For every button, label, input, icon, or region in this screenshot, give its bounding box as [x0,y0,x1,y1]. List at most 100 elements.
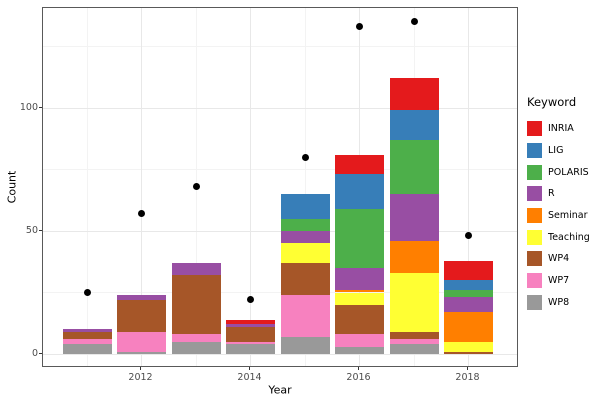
legend-key-swatch [527,273,542,289]
bar-segment-seminar [389,240,439,273]
data-point [410,18,418,26]
y-tick-label: 100 [19,101,38,113]
bar-segment-wp4 [117,299,166,332]
data-point [465,232,472,240]
legend-item-lig: LIG [527,140,590,162]
legend-item-label: LIG [548,145,564,157]
data-point [192,183,200,191]
bar-segment-r [62,329,112,332]
plot-panel [42,7,518,367]
bar-segment-wp7 [226,341,275,345]
bar-segment-wp7 [280,294,330,337]
bar-segment-polaris [389,139,439,195]
bar-segment-wp8 [335,346,384,354]
bar-segment-lig [280,194,330,219]
gridline-minor-horizontal [43,292,517,293]
x-axis-title: Year [268,383,292,397]
data-point [83,289,91,296]
y-tick-label: 50 [25,224,38,236]
legend-item-r: R [527,183,590,205]
data-point [301,153,309,161]
gridline-major-vertical [141,8,142,366]
x-tick-mark [358,367,359,370]
gridline-major-horizontal [43,353,517,355]
legend-key-swatch [527,294,542,310]
bar-segment-r [444,297,493,313]
gridline-major-vertical [468,8,469,366]
legend-item-label: WP7 [548,275,570,287]
bar-segment-teaching [335,292,384,305]
bar-segment-wp8 [226,344,275,354]
bar-segment-r [171,262,221,276]
gridline-minor-horizontal [43,169,517,170]
bar-segment-wp7 [171,334,221,342]
bar-segment-wp8 [171,341,221,354]
gridline-minor-vertical [304,8,306,366]
x-tick-label: 2014 [237,372,262,383]
x-tick-label: 2018 [455,372,480,383]
bar-segment-wp4 [335,304,384,335]
bar-segment-wp7 [117,331,166,352]
legend-item-label: Teaching [548,231,590,243]
y-tick-mark [39,229,42,231]
legend-item-label: WP8 [548,296,570,308]
bar-segment-lig [444,280,493,291]
bar-segment-wp4 [226,326,275,342]
bar-segment-inria [389,78,439,111]
legend-key-swatch [527,143,542,159]
legend-item-inria: INRIA [527,118,590,140]
x-tick-mark [467,367,468,370]
bar-segment-r [226,324,275,327]
legend-key-swatch [527,229,542,245]
legend-items: INRIA LIG POLARIS R Seminar Teaching WP4 WP7 WP8 [527,118,590,313]
legend-key-swatch [527,164,542,180]
x-tick-mark [140,367,141,370]
gridline-minor-horizontal [43,46,517,47]
bar-segment-wp8 [62,344,112,354]
data-point [356,23,363,31]
y-tick-mark [39,352,42,354]
gridline-major-horizontal [43,230,517,232]
legend-key-swatch [527,186,542,202]
legend-key-swatch [527,121,542,137]
bar-segment-r [117,294,166,300]
legend-item-label: R [548,188,555,200]
bar-segment-wp8 [117,351,166,354]
legend-key-swatch [527,208,542,224]
legend: Keyword INRIA LIG POLARIS R Seminar Teaching W… [527,95,590,313]
data-point [247,296,254,304]
legend-item-wp7: WP7 [527,270,590,292]
x-tick-label: 2012 [128,372,153,383]
legend-item-wp4: WP4 [527,248,590,270]
bar-segment-polaris [280,218,330,231]
bar-segment-teaching [389,272,439,332]
x-tick-label: 2016 [346,372,371,383]
bar-segment-wp7 [389,339,439,345]
bar-segment-teaching [280,243,330,263]
gridline-major-vertical [250,8,251,366]
legend-item-wp8: WP8 [527,292,590,314]
legend-title: Keyword [527,95,577,109]
data-point [138,210,145,218]
bar-segment-wp4 [389,331,439,340]
gridline-major-horizontal [43,107,517,109]
bar-segment-polaris [444,290,493,298]
bar-segment-inria [335,154,384,175]
bar-segment-seminar [335,290,384,293]
bar-segment-wp8 [389,344,439,354]
bar-segment-r [335,267,384,291]
x-tick-mark [249,367,250,370]
legend-item-label: WP4 [548,253,570,265]
legend-item-label: Seminar [548,210,588,222]
legend-item-label: INRIA [548,123,574,135]
y-axis-title: Count [5,170,19,204]
bar-segment-wp4 [62,331,112,340]
gridline-minor-vertical [86,8,88,366]
bar-segment-lig [335,174,384,209]
bar-segment-wp4 [444,351,493,354]
bar-segment-wp4 [280,262,330,295]
bar-segment-polaris [335,208,384,268]
bar-segment-teaching [444,341,493,352]
legend-key-swatch [527,251,542,267]
